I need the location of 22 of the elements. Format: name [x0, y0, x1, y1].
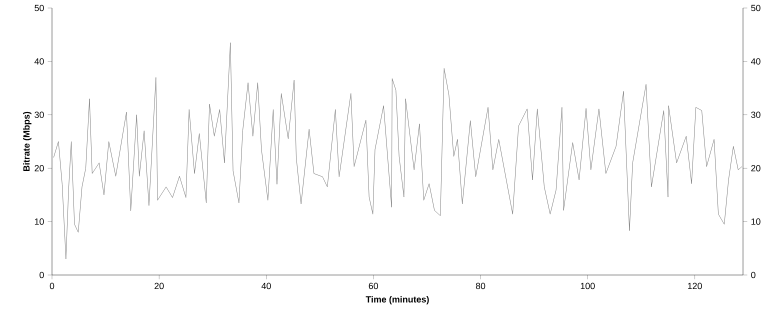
y-tick-label: 40: [34, 58, 44, 65]
y2-tick-label: 0: [751, 272, 756, 278]
y2-tick-label: 30: [751, 112, 760, 118]
x-tick-label: 120: [688, 282, 702, 290]
y2-tick-label: 40: [750, 58, 760, 65]
y-tick-label: 50: [34, 4, 44, 12]
y-tick-label: 30: [34, 112, 44, 118]
x-tick-label: 40: [261, 282, 271, 290]
y-tick-label: 0: [40, 272, 44, 278]
x-tick-label: 20: [154, 282, 164, 290]
line-series: [53, 42, 742, 260]
x-tick-label: 60: [368, 282, 378, 290]
x-axis-title: Time (minutes): [366, 296, 429, 304]
y2-tick-label: 50: [751, 4, 760, 12]
x-tick-label: 100: [580, 282, 595, 290]
x-tick-label: 0: [50, 282, 54, 290]
y-axis-title: Bitrate (Mbps): [23, 112, 32, 172]
y2-tick-label: 10: [751, 218, 760, 225]
y2-tick-label: 20: [751, 165, 760, 172]
y-tick-label: 10: [34, 218, 44, 225]
y-tick-label: 20: [34, 165, 44, 172]
x-tick-label: 80: [476, 282, 486, 290]
